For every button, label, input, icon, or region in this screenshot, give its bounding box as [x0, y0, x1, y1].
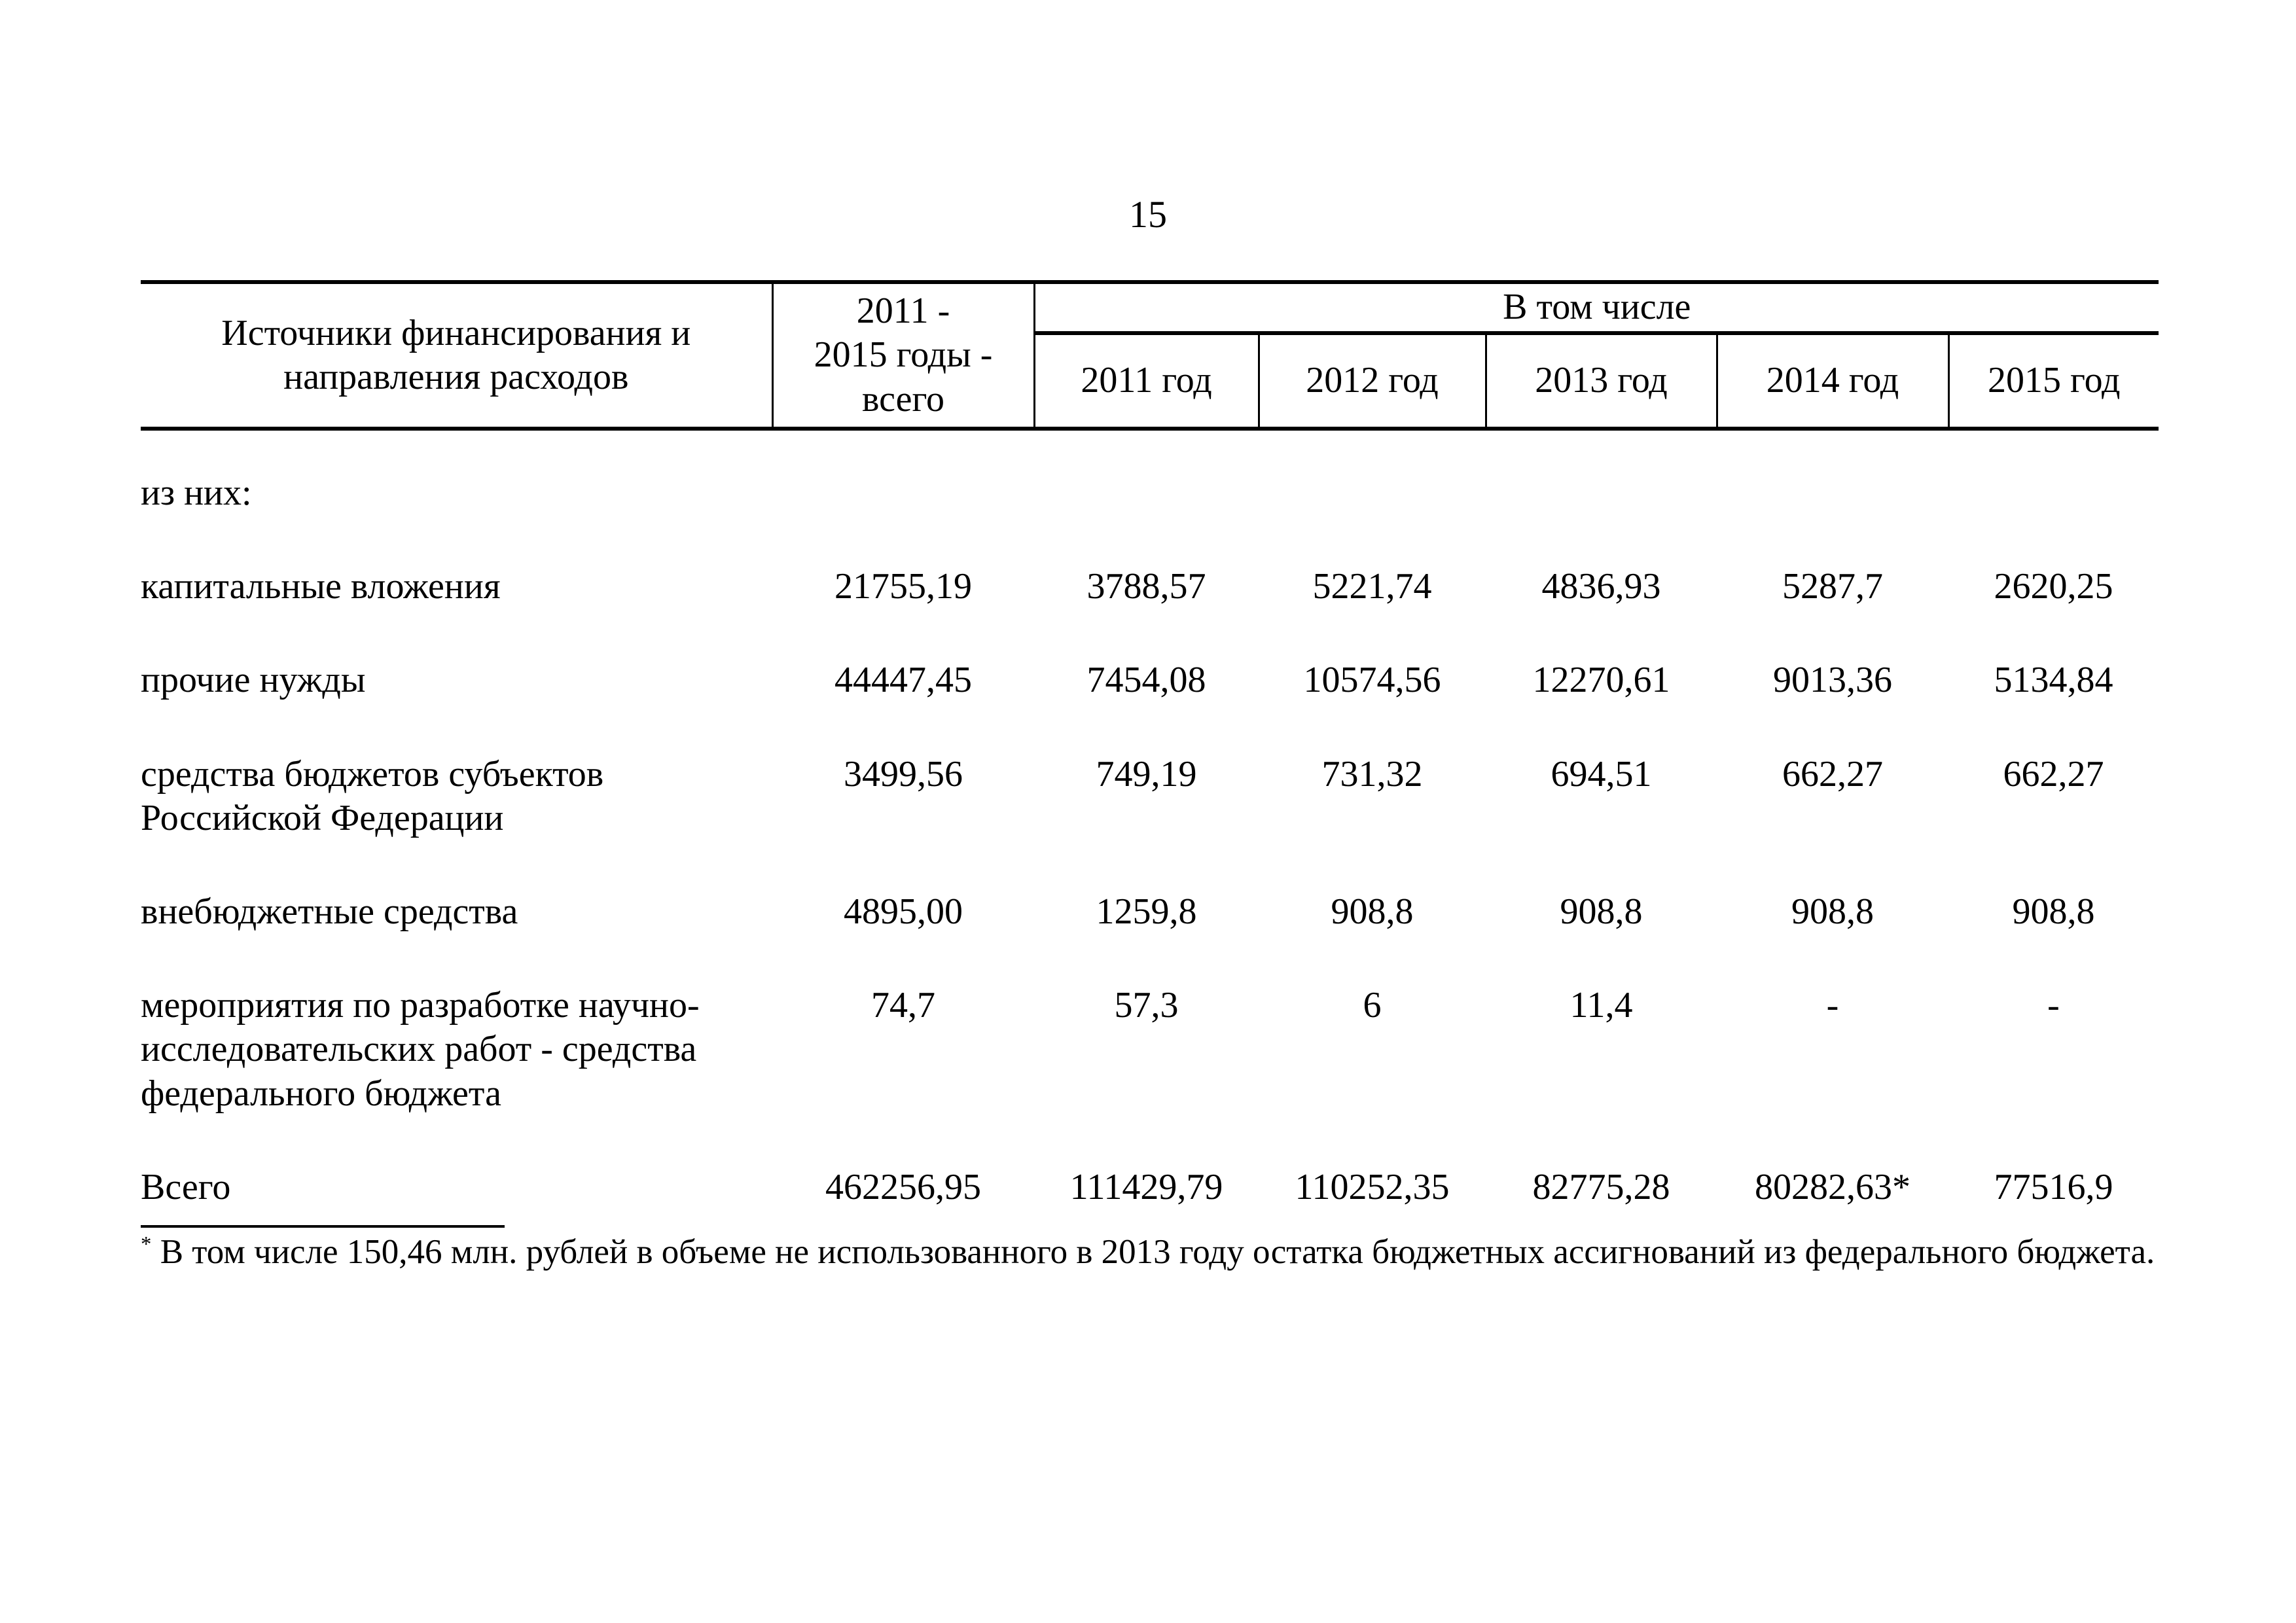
cell-value: 3499,56: [844, 753, 963, 794]
table-row: мероприятия по разработке научно-исследо…: [141, 984, 2159, 1166]
cell-value: 12270,61: [1532, 660, 1670, 701]
cell-value: 77516,9: [1994, 1166, 2113, 1207]
row-label: мероприятия по разработке научно-исследо…: [141, 985, 700, 1114]
header-total-2011-2015: 2011 - 2015 годы - всего: [772, 280, 1035, 431]
cell-value: 749,19: [1096, 753, 1197, 794]
cell-value: -: [1826, 985, 1839, 1026]
header-year-2014: 2014 год: [1715, 333, 1948, 431]
footnote-text: * В том числе 150,46 млн. рублей в объем…: [141, 1230, 2274, 1274]
cell-value: 731,32: [1321, 753, 1423, 794]
header-year-2011: 2011 год: [1033, 333, 1259, 431]
footnote: * В том числе 150,46 млн. рублей в объем…: [141, 1225, 2274, 1274]
table-row: капитальные вложения 21755,19 3788,57 52…: [141, 565, 2159, 658]
cell-value: 4836,93: [1541, 566, 1661, 607]
cell-value: 6: [1363, 985, 1382, 1026]
cell-value: 2620,25: [1994, 566, 2113, 607]
cell-value: 57,3: [1114, 985, 1179, 1026]
header-year-2013: 2013 год: [1484, 333, 1717, 431]
cell-value: 111429,79: [1069, 1166, 1223, 1207]
table-row: средства бюджетов субъектов Российской Ф…: [141, 753, 2159, 890]
cell-value: 9013,36: [1773, 660, 1892, 701]
cell-value: 662,27: [2003, 753, 2104, 794]
cell-value: 908,8: [1560, 891, 1643, 932]
cell-value: 7454,08: [1086, 660, 1206, 701]
footnote-body: В том числе 150,46 млн. рублей в объеме …: [151, 1233, 2155, 1271]
table-row: из них:: [141, 429, 2159, 565]
cell-value: 694,51: [1551, 753, 1652, 794]
cell-value: 10574,56: [1303, 660, 1441, 701]
cell-value: 4895,00: [844, 891, 963, 932]
cell-value: 5287,7: [1782, 566, 1883, 607]
cell-value: 908,8: [1791, 891, 1874, 932]
header-year-2015: 2015 год: [1947, 333, 2159, 431]
table-row: внебюджетные средства 4895,00 1259,8 908…: [141, 890, 2159, 984]
row-label: из них:: [141, 473, 252, 513]
cell-value: 908,8: [2012, 891, 2095, 932]
financing-table: Источники финансирования и направления р…: [141, 280, 2159, 1217]
cell-value: 5221,74: [1312, 566, 1432, 607]
header-group-label: В том числе: [1034, 280, 2159, 335]
table-row-total: Всего 462256,95 111429,79 110252,35 8277…: [141, 1166, 2159, 1217]
cell-value: 11,4: [1570, 985, 1633, 1026]
table-row: прочие нужды 44447,45 7454,08 10574,56 1…: [141, 658, 2159, 752]
row-label: средства бюджетов субъектов Российской Ф…: [141, 753, 604, 838]
cell-value: 3788,57: [1086, 566, 1206, 607]
row-label: внебюджетные средства: [141, 891, 518, 932]
table-body: из них: капитальные вложения 21755,19 37…: [141, 429, 2159, 1217]
cell-value: [1259, 429, 1486, 565]
cell-value: [772, 429, 1034, 565]
cell-value: [1717, 429, 1948, 565]
row-label: капитальные вложения: [141, 566, 501, 607]
cell-value: 44447,45: [834, 660, 972, 701]
cell-value: [1034, 429, 1259, 565]
cell-value: 82775,28: [1532, 1166, 1670, 1207]
cell-value: -: [2047, 985, 2060, 1026]
header-row-top: Источники финансирования и направления р…: [141, 280, 2159, 431]
table-header: Источники финансирования и направления р…: [141, 280, 2159, 431]
header-year-2012: 2012 год: [1257, 333, 1486, 431]
footnote-marker: *: [141, 1232, 152, 1257]
cell-value: 462256,95: [825, 1166, 981, 1207]
header-row-years: 2011 год 2012 год 2013 год 2014 год 2015…: [141, 333, 2159, 431]
row-label: прочие нужды: [141, 660, 366, 701]
cell-value: 21755,19: [834, 566, 972, 607]
cell-value: 110252,35: [1295, 1166, 1450, 1207]
page-number: 15: [1129, 193, 1167, 236]
cell-value: [1486, 429, 1717, 565]
header-sources-column: Источники финансирования и направления р…: [141, 280, 774, 431]
cell-value: 74,7: [871, 985, 935, 1026]
cell-value: 5134,84: [1994, 660, 2113, 701]
footnote-separator: [141, 1225, 505, 1228]
cell-value: 908,8: [1331, 891, 1414, 932]
cell-value: 80282,63*: [1755, 1166, 1910, 1207]
cell-value: 662,27: [1782, 753, 1883, 794]
row-label: Всего: [141, 1166, 231, 1207]
cell-value: 1259,8: [1096, 891, 1197, 932]
cell-value: [1948, 429, 2159, 565]
